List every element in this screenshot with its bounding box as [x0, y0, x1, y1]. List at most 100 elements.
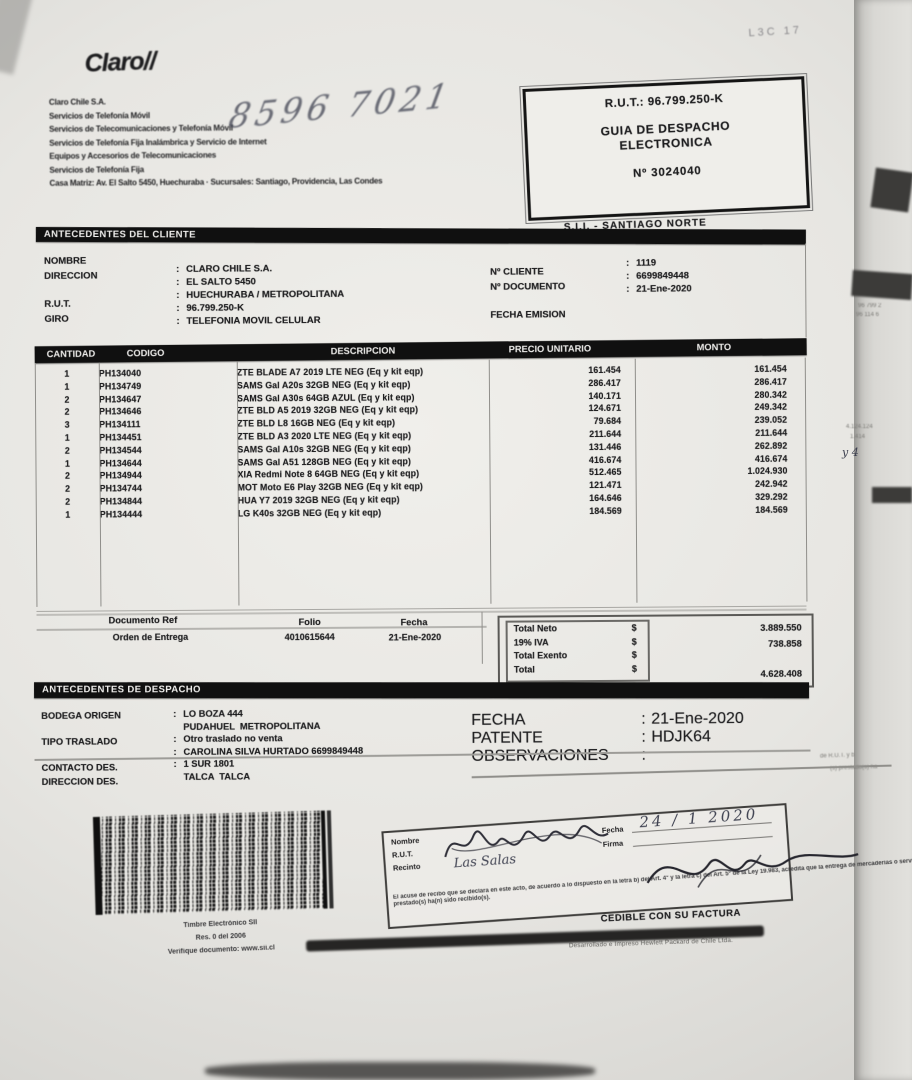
- client-section-title: ANTECEDENTES DEL CLIENTE: [43, 228, 196, 241]
- cell: 3.889.550: [760, 622, 802, 633]
- cell: 2: [65, 471, 71, 482]
- dispatch-label: [42, 787, 122, 800]
- cell: DIRECCION: [44, 270, 98, 282]
- cell: PH134040: [98, 368, 142, 379]
- cell: Claro Chile S.A.: [48, 97, 106, 107]
- cell: CLARO CHILE S.A.: [186, 263, 273, 275]
- client-right-values: :1119:6699849448:21-Ene-2020: [626, 256, 692, 295]
- col-precio-unitario: PRECIO UNITARIO: [508, 343, 592, 355]
- totals-value-row: 738.858: [652, 635, 802, 652]
- cell: :: [176, 263, 180, 275]
- cell: 21-Ene-2020: [651, 709, 744, 728]
- col-codigo: CODIGO: [126, 347, 165, 359]
- reception-box: Nombre R.U.T. Recinto Las Salas Fecha Fi…: [381, 803, 912, 930]
- cell: CONTACTO DES.: [41, 762, 118, 773]
- dispatch-section-title: ANTECEDENTES DE DESPACHO: [42, 684, 201, 696]
- rut-label: R.U.T.: [391, 849, 414, 860]
- cell: $: [631, 636, 637, 647]
- client-values: : CLARO CHILE S.A.: EL SALTO 5450: HUECHURA…: [176, 262, 344, 328]
- observaciones-line: [471, 764, 892, 779]
- cell: Nº DOCUMENTO: [490, 281, 566, 293]
- dispatch-value: : HDJK64: [641, 728, 744, 747]
- totals-value-row: 4.628.408: [652, 665, 802, 682]
- cell: :: [641, 728, 646, 746]
- cell: FECHA EMISION: [490, 309, 566, 321]
- refdoc-header: Documento Ref: [108, 614, 178, 626]
- client-label: DIRECCION: [44, 267, 97, 282]
- cell: Total Exento: [513, 650, 568, 661]
- client-label: GIRO: [44, 310, 97, 325]
- cell: 512.465: [588, 467, 622, 478]
- cell: 211.644: [589, 428, 622, 440]
- cell: :: [176, 302, 180, 314]
- cell: :: [626, 257, 630, 269]
- cell: FECHA: [471, 711, 526, 729]
- cell: [173, 720, 183, 733]
- cell: 329.292: [755, 491, 788, 502]
- dispatch-values: : LO BOZA 444 PUDAHUEL METROPOLITANA: Otro …: [173, 707, 363, 783]
- client-label: [490, 293, 565, 307]
- cell: PH134444: [99, 508, 143, 520]
- dispatch-label: TIPO TRASLADO: [41, 734, 121, 748]
- totals-value-row: [652, 651, 802, 667]
- dispatch-label: OBSERVACIONES: [471, 747, 608, 766]
- cell: DIRECCION DES.: [41, 775, 119, 787]
- cell: 211.644: [755, 427, 788, 438]
- cell: 2: [64, 445, 70, 456]
- cell: TELEFONIA MOVIL CELULAR: [186, 314, 321, 327]
- cell: $: [631, 622, 637, 633]
- client-label: Nº DOCUMENTO: [490, 278, 565, 294]
- cell: Verifique documento: www.sii.cl: [167, 944, 275, 956]
- cell: 161.454: [588, 364, 621, 376]
- col-cantidad: CANTIDAD: [46, 348, 96, 360]
- cell: 96.799.250-K: [186, 302, 244, 314]
- cell: Servicios de Telefonía Fija Inalámbrica …: [49, 136, 267, 148]
- cell: 184.569: [589, 505, 622, 516]
- client-value: : HUECHURABA / METROPOLITANA: [176, 288, 344, 302]
- edge-handwritten-mark: y 4: [842, 446, 859, 459]
- recinto-label: Recinto: [392, 861, 421, 873]
- client-right-labels: Nº CLIENTE Nº DOCUMENTO FECHA EMISION: [490, 263, 566, 322]
- cell: :: [173, 758, 177, 769]
- cell: 262.892: [754, 440, 788, 451]
- client-value: :1119: [626, 256, 692, 269]
- divider: [36, 625, 487, 631]
- client-value: : TELEFONIA MOVIL CELULAR: [176, 314, 344, 328]
- edge-fragment-text: 96 799 2: [858, 303, 882, 309]
- cell: :: [626, 270, 630, 282]
- totals-values: 3.889.550 738.858 4.628.408: [652, 620, 802, 682]
- cell: GIRO: [44, 313, 69, 325]
- issuer-line: Casa Matriz: Av. El Salto 5450, Huechura…: [49, 174, 382, 190]
- cell: Nº CLIENTE: [490, 266, 544, 278]
- cell: 738.858: [768, 638, 802, 649]
- dispatch-labels: BODEGA ORIGEN TIPO TRASLADO CONTACTO DES. D…: [41, 708, 121, 800]
- client-label: R.U.T.: [44, 295, 97, 310]
- stamp-caption: Timbre Electrónico SII Res. 0 del 2006 Ver…: [120, 912, 321, 959]
- dispatch-right-labels: FECHA PATENTE OBSERVACIONES: [471, 711, 609, 766]
- cell: Servicios de Telefonía Móvil: [48, 110, 151, 121]
- cell: 1.024.930: [747, 466, 788, 477]
- cell: 19% IVA: [513, 636, 549, 648]
- dispatch-value: :21-Ene-2020: [641, 710, 744, 729]
- claro-logo: Claro//: [84, 46, 156, 78]
- cell: :: [173, 746, 177, 757]
- cell: 184.569: [755, 504, 788, 515]
- totals-value-row: 3.889.550: [652, 620, 802, 637]
- dispatch-value: :: [641, 746, 744, 765]
- cell: 131.446: [588, 441, 622, 452]
- cell: :: [641, 710, 646, 728]
- cell: 239.052: [754, 414, 788, 426]
- cell: R.U.T.: [44, 298, 71, 310]
- cell: 280.342: [754, 389, 788, 400]
- col-monto: MONTO: [696, 341, 732, 353]
- cell: 140.171: [588, 390, 622, 401]
- totals-label-row: Total Neto $: [508, 622, 648, 636]
- cell: 6699849448: [636, 270, 690, 282]
- cell: BODEGA ORIGEN: [41, 710, 121, 721]
- totals-label-row: 19% IVA $: [508, 635, 648, 649]
- items-rows: 1 PH134040 ZTE BLADE A7 2019 LTE NEG (Eq y…: [35, 364, 808, 523]
- signature: [646, 853, 859, 888]
- cell: 2: [64, 394, 70, 405]
- totals-labels: Total Neto $19% IVA $ Total Exento $ Total $: [505, 619, 650, 683]
